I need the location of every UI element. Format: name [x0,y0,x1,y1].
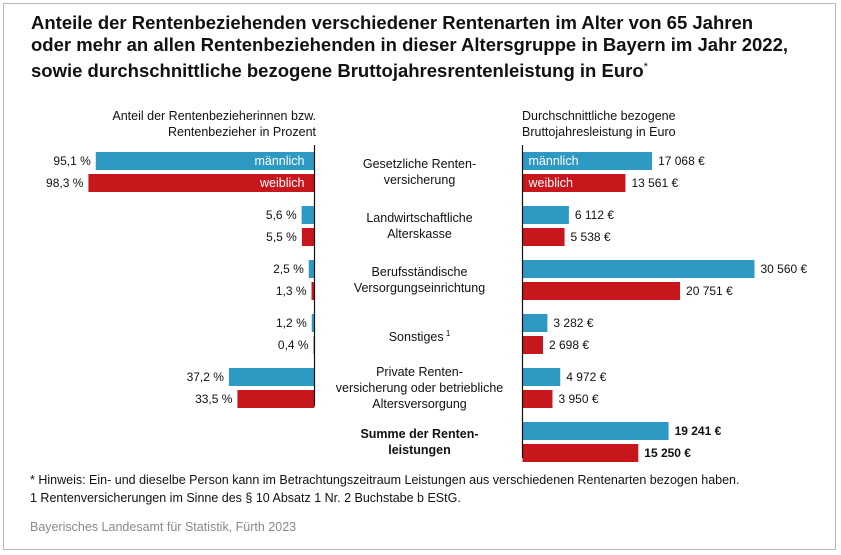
title-footnote-mark: * [643,61,648,73]
right-header-line-2: Bruttojahresleistung in Euro [522,125,676,139]
share-value-label: 5,6 % [266,208,297,222]
share-value-label: 1,2 % [276,316,307,330]
category-label-line: Alterskasse [387,227,452,241]
share-value-label: 2,5 % [273,262,304,276]
series-label-left-maennlich: männlich [254,154,304,168]
share-bar-weiblich [301,228,315,246]
category-label-line: Summe der Renten- [360,427,479,441]
benefit-value-label: 13 561 € [631,176,678,190]
share-value-label: 95,1 % [53,154,91,168]
category-footnote-mark: 1 [443,329,451,338]
footnote-hint: * Hinweis: Ein- und dieselbe Person kann… [30,473,740,487]
footnote-1: 1 Rentenversicherungen im Sinne des § 10… [30,491,461,505]
benefit-value-label: 2 698 € [549,338,589,352]
right-panel-header: Durchschnittliche bezogene Bruttojahresl… [522,108,782,140]
benefit-bar-weiblich [522,282,681,300]
benefit-value-label: 5 538 € [571,230,611,244]
category-label-line: Private Renten- [376,365,463,379]
share-value-label: 5,5 % [266,230,297,244]
title-line-3: sowie durchschnittliche bezogene Bruttoj… [31,56,821,82]
chart-frame [3,3,836,550]
left-panel-header: Anteil der Rentenbezieherinnen bzw. Rent… [30,108,316,140]
benefit-bar-maennlich [522,314,548,332]
benefit-bar-weiblich [522,336,543,354]
right-header-line-1: Durchschnittliche bezogene [522,109,676,123]
benefit-bar-maennlich [522,368,561,386]
chart-title: Anteile der Rentenbeziehenden verschiede… [31,12,821,82]
benefit-bar-weiblich [522,444,639,462]
title-line-2: oder mehr an allen Rentenbeziehenden in … [31,34,789,55]
title-line-1: Anteile der Rentenbeziehenden verschiede… [31,12,754,33]
category-label-line: Sonstiges 1 [388,329,451,345]
category-label: Gesetzliche Renten-versicherung [322,156,517,188]
category-label-line: versicherung [383,173,456,187]
benefit-bar-maennlich [522,206,569,224]
series-label-left-weiblich: weiblich [259,176,305,190]
benefit-value-label: 30 560 € [761,262,808,276]
category-label-line: versicherung oder betriebliche [335,381,504,395]
share-bar-weiblich [311,282,315,300]
benefit-value-label: 17 068 € [658,154,705,168]
left-header-line-2: Rentenbezieher in Prozent [167,125,316,139]
share-value-label: 1,3 % [276,284,307,298]
share-value-label: 98,3 % [46,176,84,190]
benefit-bar-maennlich [522,260,755,278]
category-label-line: Gesetzliche Renten- [362,157,477,171]
share-bar-weiblich [237,390,315,408]
category-label-line: Berufsständische [371,265,468,279]
benefit-value-label: 15 250 € [644,446,691,460]
benefit-value-label: 19 241 € [675,424,722,438]
share-value-label: 0,4 % [278,338,309,352]
benefit-value-label: 3 282 € [553,316,593,330]
share-bar-maennlich [301,206,315,224]
category-label: Berufsständische Versorgungseinrichtung [322,264,517,296]
category-label: Landwirtschaftliche Alterskasse [322,210,517,242]
series-label-right-maennlich: männlich [529,154,579,168]
share-value-label: 33,5 % [195,392,233,406]
benefit-bar-weiblich [522,228,565,246]
benefit-bar-weiblich [522,390,553,408]
benefit-bar-weiblich [522,174,626,192]
share-value-label: 37,2 % [187,370,225,384]
source-note: Bayerisches Landesamt für Statistik, Für… [30,520,297,534]
benefit-bar-maennlich [522,422,669,440]
series-label-right-weiblich: weiblich [528,176,574,190]
benefit-value-label: 3 950 € [558,392,598,406]
benefit-value-label: 20 751 € [686,284,733,298]
category-label: Summe der Renten-leistungen [322,426,517,458]
category-label-line: Versorgungseinrichtung [353,281,486,295]
category-label: Sonstiges 1 [322,326,517,345]
share-bar-maennlich [311,314,315,332]
share-bar-maennlich [228,368,315,386]
title-line-3-text: sowie durchschnittliche bezogene Bruttoj… [31,60,644,82]
benefit-bar-maennlich [522,152,653,170]
share-bar-maennlich [95,152,315,170]
benefit-value-label: 6 112 € [575,208,614,222]
left-header-line-1: Anteil der Rentenbezieherinnen bzw. [112,109,316,123]
share-bar-maennlich [308,260,315,278]
share-bar-weiblich [88,174,315,192]
category-label-line: Landwirtschaftliche [366,211,473,225]
benefit-value-label: 4 972 € [566,370,606,384]
category-label-line: leistungen [388,443,451,457]
category-label: Private Renten-versicherung oder betrieb… [322,364,517,412]
category-label-line: Altersversorgung [372,397,467,411]
